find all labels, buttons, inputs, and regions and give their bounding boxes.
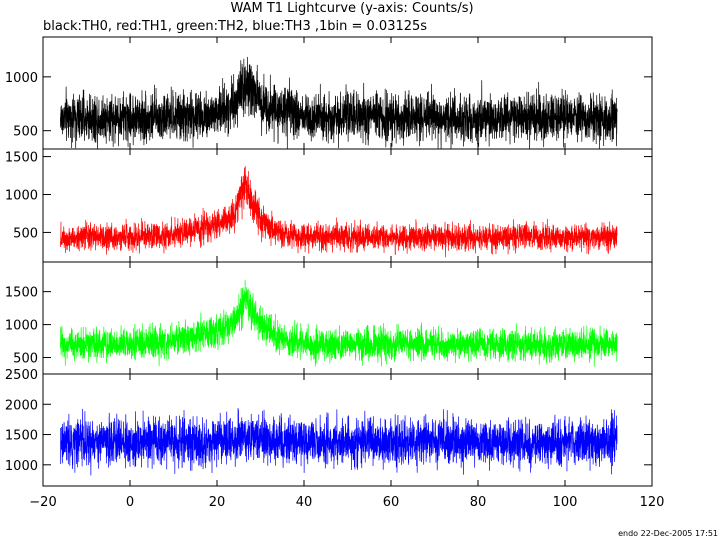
y-tick-label: 2500	[5, 368, 38, 383]
y-tick-label: 1500	[5, 286, 38, 301]
y-tick-label: 1000	[5, 459, 38, 474]
panel-th2: 500 1000 1500	[5, 261, 653, 375]
series-th1-line	[60, 166, 618, 258]
y-tick-label: 500	[13, 352, 38, 367]
x-axis: −20 0 20 40 60 80 100 120	[29, 495, 664, 510]
x-tick-label: 0	[126, 495, 134, 510]
x-tick-label: 60	[383, 495, 400, 510]
footer-stamp: endo 22-Dec-2005 17:51	[618, 529, 718, 538]
series-th3-line	[60, 408, 618, 476]
y-tick-label: 1000	[5, 71, 38, 86]
y-tick-label: 1500	[5, 151, 38, 166]
panel-th0: 500 1000	[5, 36, 653, 150]
series-th2-line	[60, 279, 618, 367]
y-tick-label: 1000	[5, 189, 38, 204]
panel-frame	[42, 373, 653, 487]
y-tick-label: 1500	[5, 429, 38, 444]
x-tick-label: 100	[553, 495, 578, 510]
x-tick-label: 120	[640, 495, 665, 510]
y-tick-label: 2000	[5, 398, 38, 413]
panel-th1: 500 1000 1500	[5, 148, 653, 263]
chart-subtitle: black:TH0, red:TH1, green:TH2, blue:TH3 …	[43, 19, 427, 34]
x-tick-label: 20	[209, 495, 226, 510]
x-tick-label: −20	[29, 495, 56, 510]
y-tick-label: 1000	[5, 319, 38, 334]
x-tick-label: 80	[470, 495, 487, 510]
chart-title: WAM T1 Lightcurve (y-axis: Counts/s)	[230, 1, 473, 16]
panels-group: 500 1000 500 1000 1500 500 1000 1500 1000 1500 200…	[5, 36, 653, 487]
x-tick-label: 40	[296, 495, 313, 510]
y-tick-label: 500	[13, 125, 38, 140]
series-th0-line	[60, 57, 618, 149]
panel-th3: 1000 1500 2000 2500	[5, 368, 653, 487]
y-tick-label: 500	[13, 226, 38, 241]
